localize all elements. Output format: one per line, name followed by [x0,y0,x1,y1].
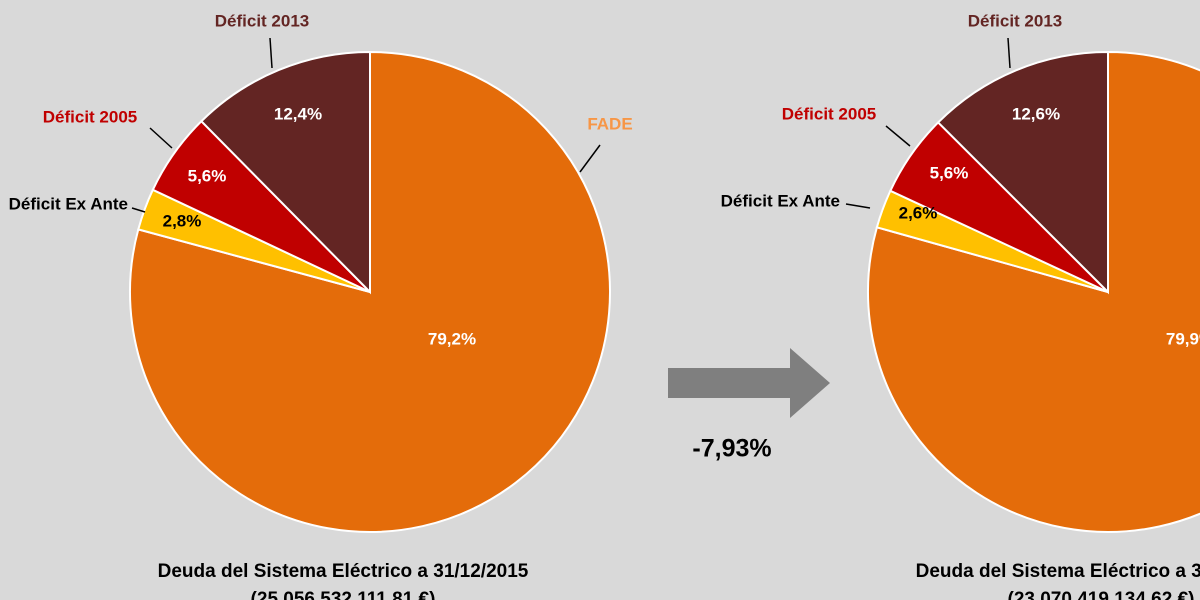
value-label: 79,2% [428,329,476,348]
leader-line [1007,37,1011,69]
pie-subtitle: (25.056.532.111,81 €) [251,589,436,600]
leader-line [579,144,601,173]
leader-line [845,203,871,209]
leader-line [149,127,173,149]
category-label: Déficit Ex Ante [721,191,840,210]
change-label: -7,93% [692,435,771,463]
leader-line [885,125,911,147]
leader-line [131,207,146,213]
category-label: Déficit 2005 [43,107,138,126]
value-label: 12,6% [1012,104,1060,123]
arrow [668,348,830,418]
value-label: 12,4% [274,104,322,123]
value-label: 79,9% [1166,329,1200,348]
category-label: FADE [587,114,632,133]
pie-title: Deuda del Sistema Eléctrico a 31/12/2016 [916,561,1200,582]
value-label: 2,8% [163,211,202,230]
pie-subtitle: (23.070.419.134,62 €) [1008,589,1195,600]
leader-line [269,37,273,69]
value-label: 5,6% [930,163,969,182]
pie-slice [199,50,371,295]
pie-title: Deuda del Sistema Eléctrico a 31/12/2015 [158,561,529,582]
category-label: Déficit 2013 [968,11,1063,30]
category-label: Déficit Ex Ante [9,194,128,213]
pie-slice [867,50,1200,533]
pie-slice [129,50,611,533]
category-label: Déficit 2005 [782,104,877,123]
category-label: Déficit 2013 [215,11,310,30]
value-label: 5,6% [188,166,227,185]
value-label: 2,6% [899,203,938,222]
pie-slice [936,50,1109,295]
